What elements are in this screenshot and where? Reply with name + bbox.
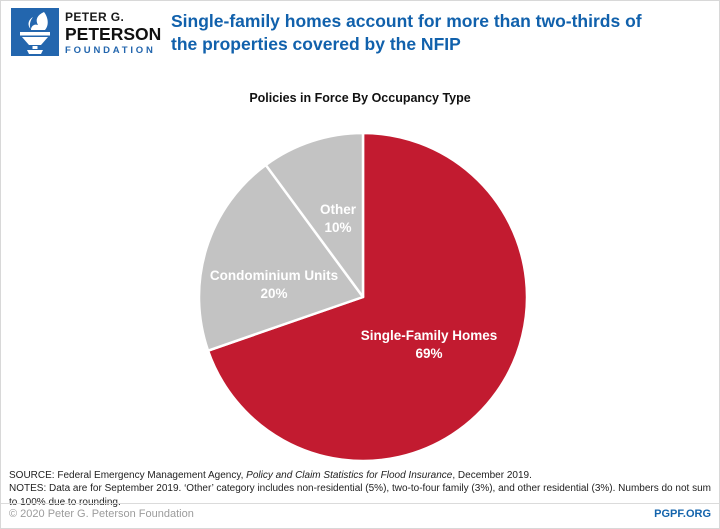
pie-slice-0	[206, 131, 529, 463]
chart-title: Policies in Force By Occupancy Type	[249, 91, 471, 105]
pie-slice-2	[264, 131, 365, 299]
notes-text: NOTES: Data are for September 2019. ‘Oth…	[9, 483, 711, 508]
page-title-line2: the properties covered by the NFIP	[171, 33, 461, 54]
source-text-suffix: , December 2019.	[452, 470, 532, 481]
slice-label-other-pct: 10%	[324, 220, 352, 235]
pie-slice-1	[197, 163, 365, 352]
slice-label-sfh-pct: 69%	[415, 346, 443, 361]
footer: © 2020 Peter G. Peterson Foundation PGPF…	[1, 503, 719, 528]
pie-chart-svg	[197, 131, 529, 463]
logo-name-main: PETERSON	[65, 24, 162, 44]
slice-label-condominium-units: Condominium Units 20%	[210, 267, 338, 303]
pie-chart: Other 10% Condominium Units 20% Single-F…	[196, 130, 530, 464]
slice-label-condo-name: Condominium Units	[209, 267, 339, 283]
slice-label-single-family-homes: Single-Family Homes 69%	[361, 327, 498, 363]
slice-label-other: Other 10%	[320, 201, 356, 237]
source-notes: SOURCE: Federal Emergency Management Age…	[9, 469, 714, 509]
slice-label-condo-pct: 20%	[260, 286, 288, 301]
source-text-publication: Policy and Claim Statistics for Flood In…	[246, 470, 453, 481]
logo-name-top: PETER G.	[65, 10, 125, 24]
logo-wordmark: PETER G. PETERSON FOUNDATION	[65, 10, 161, 56]
slice-label-other-name: Other	[319, 201, 357, 217]
copyright-text: © 2020 Peter G. Peterson Foundation	[9, 508, 194, 520]
page-title: Single-family homes account for more tha…	[171, 10, 719, 56]
torch-icon	[20, 12, 50, 54]
logo-name-foundation: FOUNDATION	[65, 45, 156, 57]
slice-label-sfh-name: Single-Family Homes	[360, 327, 498, 343]
page-title-line1: Single-family homes account for more tha…	[171, 11, 642, 31]
pgpf-logo	[11, 8, 59, 56]
source-text-prefix: SOURCE: Federal Emergency Management Age…	[9, 470, 247, 481]
pgpf-org-link[interactable]: PGPF.ORG	[654, 508, 711, 520]
